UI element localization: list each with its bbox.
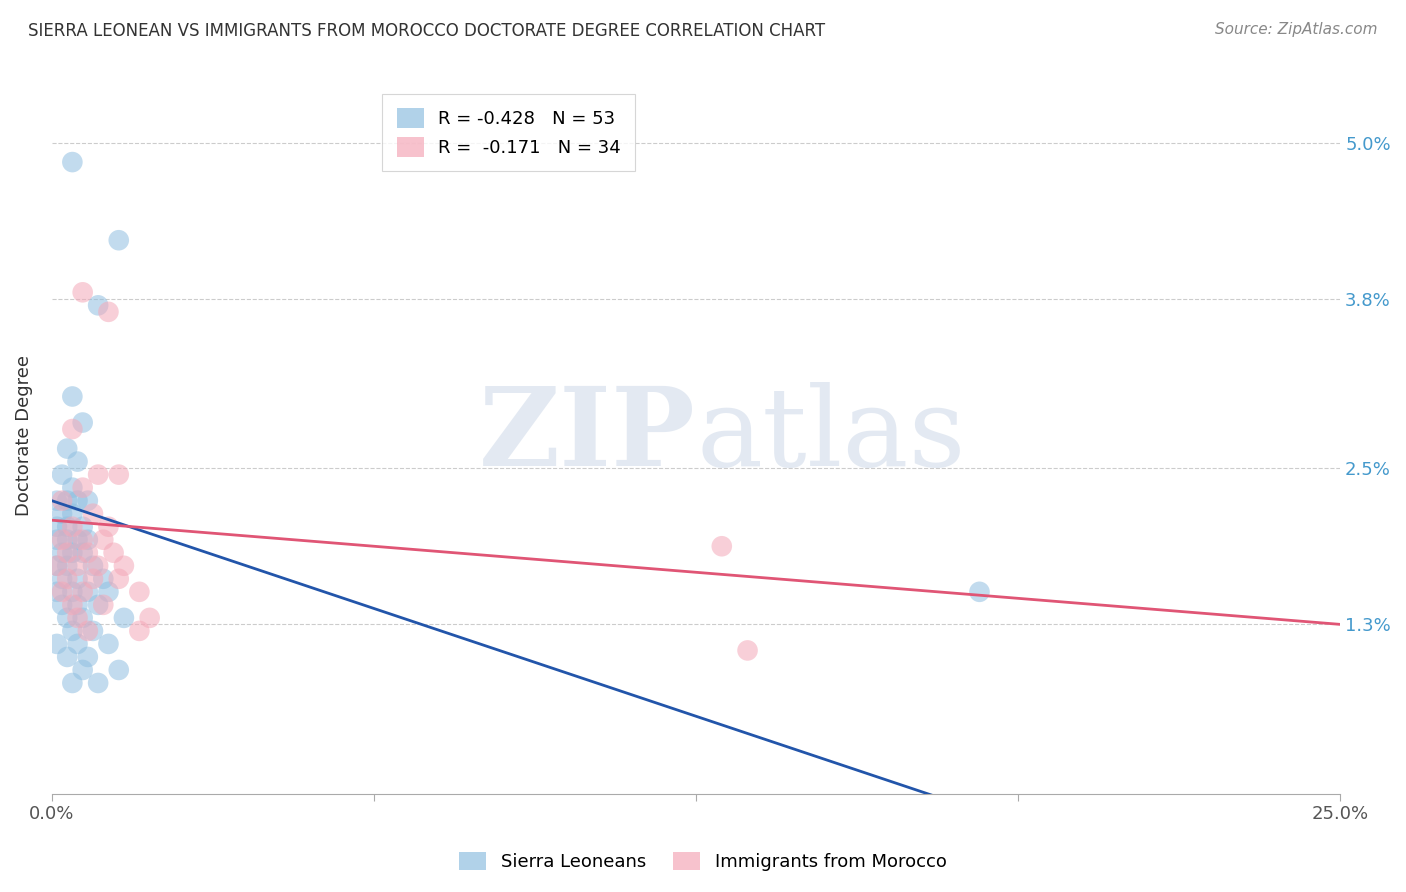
Point bbox=[969, 584, 991, 599]
Point bbox=[82, 572, 104, 586]
Point bbox=[60, 624, 83, 638]
Point bbox=[112, 611, 135, 625]
Point bbox=[76, 546, 98, 560]
Point bbox=[45, 558, 67, 573]
Point bbox=[60, 598, 83, 612]
Point bbox=[51, 598, 73, 612]
Point bbox=[66, 611, 89, 625]
Point bbox=[87, 558, 110, 573]
Point bbox=[76, 584, 98, 599]
Point bbox=[82, 624, 104, 638]
Text: SIERRA LEONEAN VS IMMIGRANTS FROM MOROCCO DOCTORATE DEGREE CORRELATION CHART: SIERRA LEONEAN VS IMMIGRANTS FROM MOROCC… bbox=[28, 22, 825, 40]
Point bbox=[60, 155, 83, 169]
Point bbox=[56, 546, 79, 560]
Point bbox=[87, 467, 110, 482]
Point bbox=[51, 467, 73, 482]
Legend: R = -0.428   N = 53, R =  -0.171   N = 34: R = -0.428 N = 53, R = -0.171 N = 34 bbox=[382, 94, 636, 171]
Point bbox=[66, 598, 89, 612]
Point bbox=[97, 584, 120, 599]
Point bbox=[51, 572, 73, 586]
Point bbox=[76, 624, 98, 638]
Point bbox=[710, 539, 733, 553]
Point bbox=[107, 572, 129, 586]
Point bbox=[97, 637, 120, 651]
Text: atlas: atlas bbox=[696, 382, 966, 489]
Point bbox=[60, 676, 83, 690]
Point bbox=[76, 649, 98, 664]
Point bbox=[72, 546, 94, 560]
Legend: Sierra Leoneans, Immigrants from Morocco: Sierra Leoneans, Immigrants from Morocco bbox=[453, 845, 953, 879]
Point bbox=[72, 481, 94, 495]
Point bbox=[112, 558, 135, 573]
Point bbox=[45, 533, 67, 547]
Point bbox=[60, 507, 83, 521]
Point bbox=[82, 558, 104, 573]
Point bbox=[56, 611, 79, 625]
Point bbox=[56, 572, 79, 586]
Point bbox=[91, 533, 114, 547]
Point bbox=[138, 611, 160, 625]
Point bbox=[72, 611, 94, 625]
Point bbox=[45, 493, 67, 508]
Point bbox=[107, 233, 129, 247]
Point bbox=[45, 519, 67, 533]
Point bbox=[72, 533, 94, 547]
Point bbox=[66, 533, 89, 547]
Point bbox=[56, 533, 79, 547]
Point bbox=[107, 663, 129, 677]
Point bbox=[128, 584, 150, 599]
Point bbox=[66, 637, 89, 651]
Point bbox=[66, 454, 89, 468]
Point bbox=[87, 598, 110, 612]
Point bbox=[66, 572, 89, 586]
Point bbox=[87, 298, 110, 312]
Point bbox=[56, 649, 79, 664]
Point bbox=[72, 584, 94, 599]
Y-axis label: Doctorate Degree: Doctorate Degree bbox=[15, 355, 32, 516]
Text: ZIP: ZIP bbox=[479, 382, 696, 489]
Point bbox=[51, 533, 73, 547]
Point bbox=[103, 546, 125, 560]
Point bbox=[45, 558, 67, 573]
Point bbox=[72, 663, 94, 677]
Point bbox=[128, 624, 150, 638]
Point bbox=[72, 519, 94, 533]
Point bbox=[66, 558, 89, 573]
Point bbox=[56, 519, 79, 533]
Point bbox=[51, 546, 73, 560]
Point bbox=[60, 584, 83, 599]
Point bbox=[45, 637, 67, 651]
Point bbox=[91, 572, 114, 586]
Point bbox=[51, 493, 73, 508]
Point bbox=[51, 584, 73, 599]
Point bbox=[45, 584, 67, 599]
Point bbox=[56, 493, 79, 508]
Point bbox=[60, 389, 83, 403]
Point bbox=[97, 519, 120, 533]
Point bbox=[72, 285, 94, 300]
Point bbox=[87, 676, 110, 690]
Point bbox=[60, 422, 83, 436]
Point bbox=[97, 305, 120, 319]
Point bbox=[60, 519, 83, 533]
Point bbox=[60, 546, 83, 560]
Point bbox=[60, 481, 83, 495]
Point bbox=[72, 416, 94, 430]
Point bbox=[82, 507, 104, 521]
Point bbox=[66, 493, 89, 508]
Point bbox=[56, 558, 79, 573]
Point bbox=[56, 442, 79, 456]
Point bbox=[76, 493, 98, 508]
Point bbox=[91, 598, 114, 612]
Text: Source: ZipAtlas.com: Source: ZipAtlas.com bbox=[1215, 22, 1378, 37]
Point bbox=[107, 467, 129, 482]
Point bbox=[76, 533, 98, 547]
Point bbox=[51, 507, 73, 521]
Point bbox=[737, 643, 759, 657]
